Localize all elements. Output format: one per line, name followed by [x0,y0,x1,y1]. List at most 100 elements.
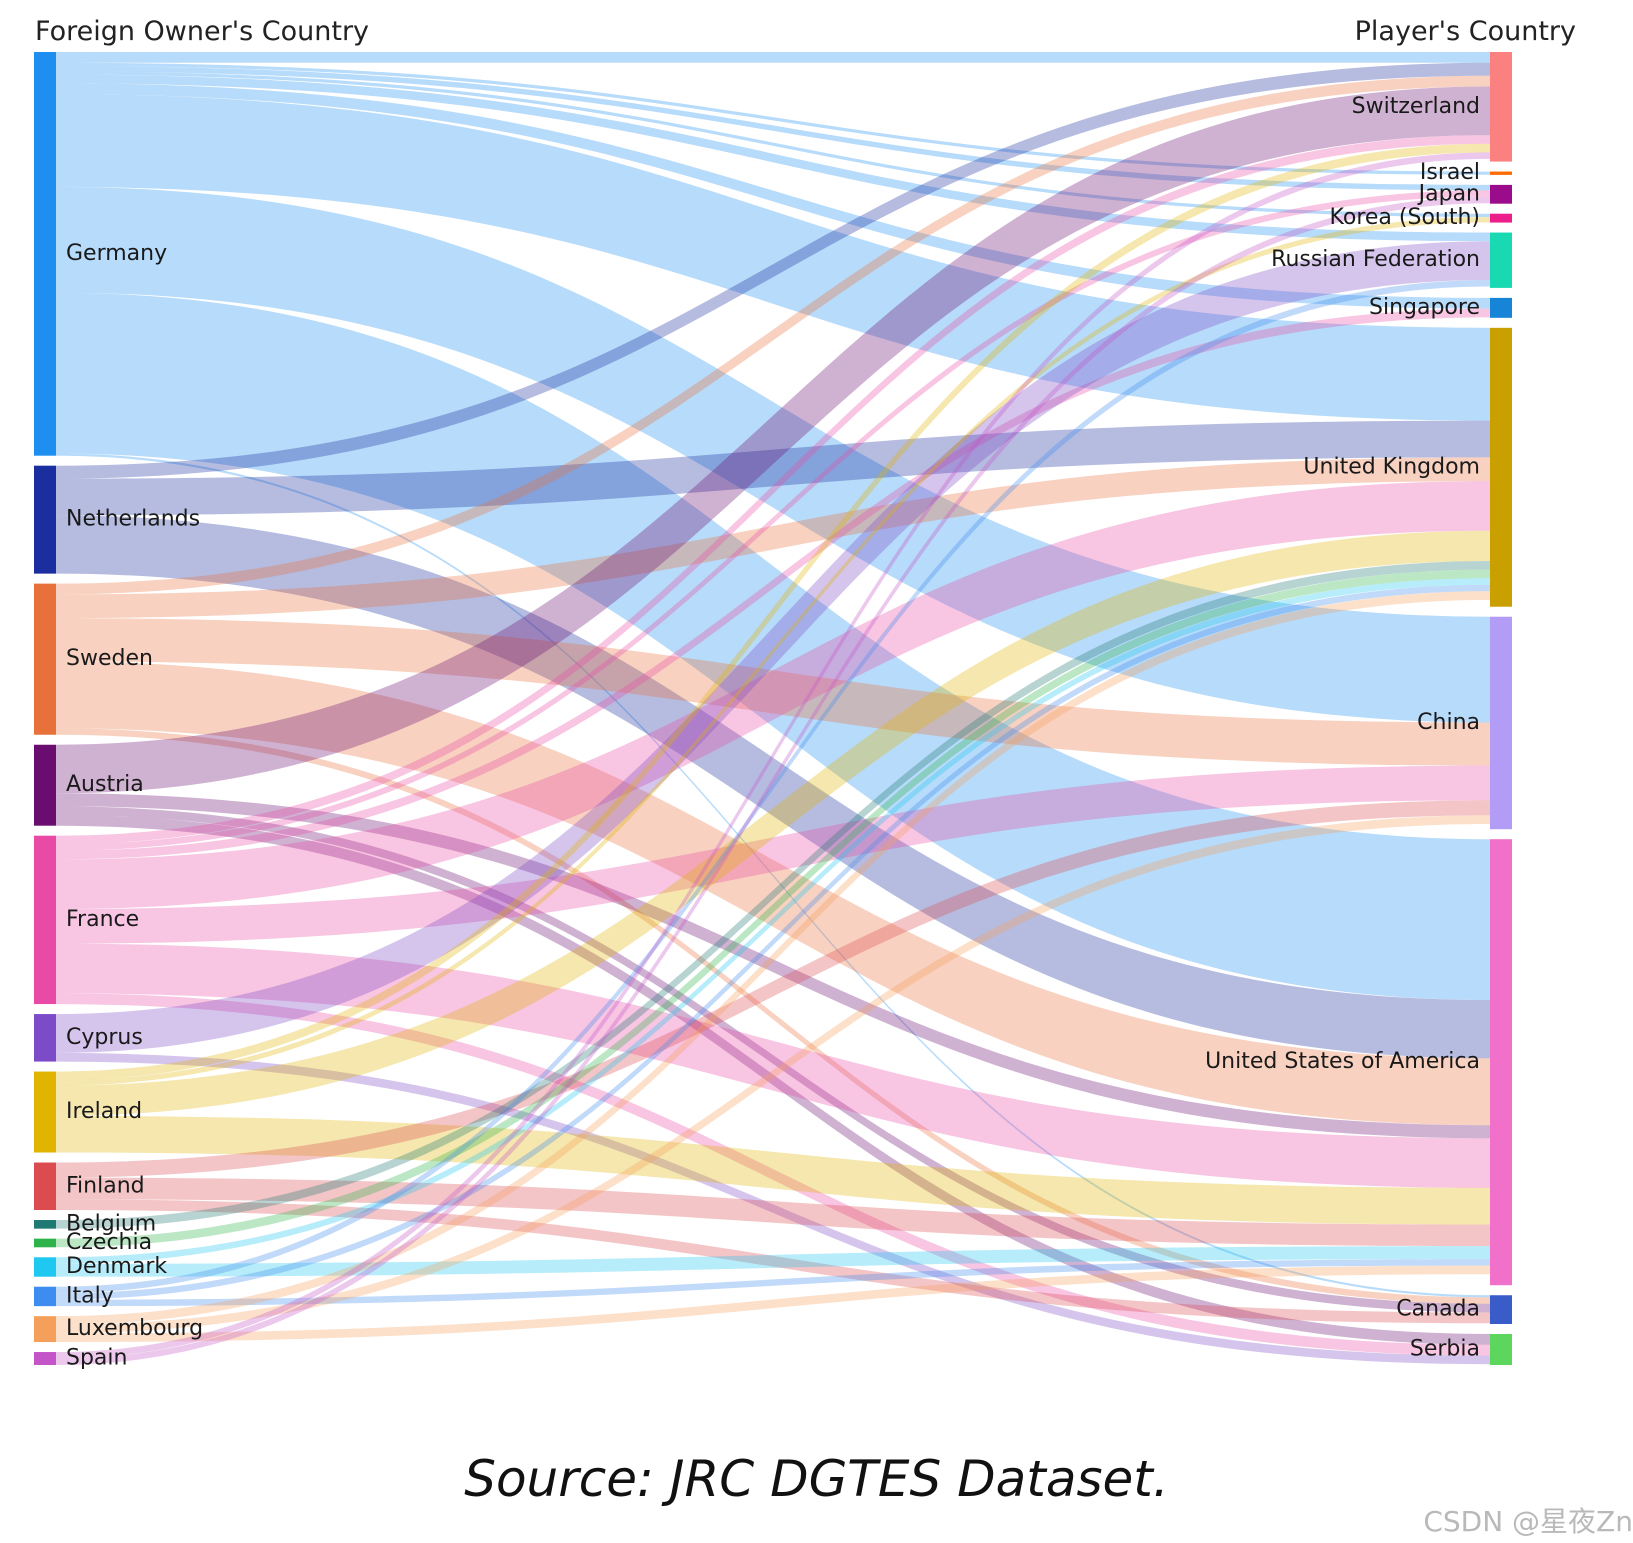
link-finland-to-united-states-of-america [56,1177,1490,1247]
link-luxembourg-to-china [56,815,1490,1334]
source-label-finland: Finland [66,1173,145,1198]
link-france-to-japan [56,190,1490,851]
source-label-austria: Austria [66,772,144,797]
link-sweden-to-united-kingdom [56,457,1490,619]
sankey-labels: Germany Netherlands Sweden Austria France Cyp… [66,94,1480,1371]
source-label-cyprus: Cyprus [66,1025,143,1050]
target-node-korea-south [1490,213,1512,223]
source-caption: Source: JRC DGTES Dataset. [464,1450,1169,1508]
link-spain-to-switzerland [56,152,1490,1359]
link-germany-to-israel [56,62,1490,175]
right-axis-header: Player's Country [1354,16,1576,47]
link-sweden-to-united-states-of-america [56,661,1490,1126]
source-node-germany [34,52,56,456]
target-node-japan [1490,184,1512,204]
link-netherlands-to-united-kingdom [56,420,1490,516]
link-finland-to-china [56,800,1490,1178]
source-label-netherlands: Netherlands [66,507,200,532]
link-france-to-serbia [56,993,1490,1356]
source-label-belgium: Belgium [66,1211,156,1236]
link-austria-to-united-states-of-america [56,793,1490,1139]
source-node-spain [34,1352,56,1365]
target-node-united-kingdom [1490,327,1512,607]
target-node-canada [1490,1295,1512,1325]
link-netherlands-to-switzerland [56,62,1490,479]
source-node-france [34,835,56,1005]
link-cyprus-to-russian-federation [56,241,1490,1053]
source-node-sweden [34,583,56,735]
source-label-luxembourg: Luxembourg [66,1316,203,1341]
source-node-czechia [34,1238,56,1248]
link-germany-to-korea-south [56,71,1490,217]
source-label-germany: Germany [66,241,167,266]
link-germany-to-singapore [56,83,1490,309]
source-label-italy: Italy [66,1283,114,1308]
source-label-denmark: Denmark [66,1254,167,1279]
link-germany-to-united-kingdom [56,94,1490,421]
link-italy-to-united-kingdom [56,584,1490,1300]
link-luxembourg-to-united-kingdom [56,591,1490,1325]
link-germany-to-canada [56,453,1490,1298]
target-label-korea-south: Korea (South) [1330,205,1480,230]
source-label-france: France [66,907,139,932]
target-node-serbia [1490,1334,1512,1365]
link-netherlands-to-united-states-of-america [56,515,1490,1059]
link-sweden-to-switzerland [56,75,1490,595]
watermark: CSDN @星夜Zn [1423,1505,1633,1538]
link-austria-to-serbia [56,814,1490,1345]
target-label-serbia: Serbia [1410,1337,1480,1362]
source-node-belgium [34,1220,56,1229]
link-sweden-to-china [56,618,1490,766]
link-denmark-to-united-states-of-america [56,1246,1490,1277]
source-label-czechia: Czechia [66,1230,152,1255]
target-label-israel: Israel [1420,160,1480,185]
link-france-to-china [56,765,1490,944]
link-belgium-to-united-kingdom [56,560,1490,1229]
target-label-china: China [1417,710,1480,735]
source-node-cyprus [34,1014,56,1062]
link-ireland-to-korea-south [56,216,1490,1086]
link-france-to-united-states-of-america [56,943,1490,1188]
sankey-nodes [34,52,1512,1365]
link-czechia-to-united-kingdom [56,569,1490,1248]
source-node-austria [34,744,56,826]
target-node-switzerland [1490,52,1512,162]
target-label-singapore: Singapore [1369,295,1480,320]
link-france-to-united-kingdom [56,481,1490,910]
link-france-to-switzerland [56,135,1490,845]
target-label-canada: Canada [1396,1297,1480,1322]
target-node-israel [1490,171,1512,175]
link-germany-to-china [56,186,1490,723]
link-ireland-to-united-kingdom [56,530,1490,1116]
source-label-spain: Spain [66,1346,127,1371]
target-label-japan: Japan [1417,181,1480,206]
target-node-united-states-of-america [1490,839,1512,1286]
link-germany-to-switzerland [56,52,1490,63]
target-node-russian-federation [1490,232,1512,288]
link-sweden-to-canada [56,728,1490,1304]
source-node-ireland [34,1071,56,1153]
link-italy-to-united-states-of-america [56,1259,1490,1307]
source-node-italy [34,1286,56,1307]
link-ireland-to-united-states-of-america [56,1115,1490,1225]
link-france-to-singapore [56,308,1490,860]
source-node-luxembourg [34,1316,56,1343]
link-cyprus-to-serbia [56,1052,1490,1365]
source-node-netherlands [34,465,56,574]
source-label-ireland: Ireland [66,1099,142,1124]
target-node-china [1490,616,1512,830]
target-label-united-states-of-america: United States of America [1205,1049,1480,1074]
target-label-russian-federation: Russian Federation [1271,247,1480,272]
link-austria-to-canada [56,806,1490,1313]
target-label-united-kingdom: United Kingdom [1303,454,1480,479]
link-italy-to-russian-federation [56,280,1490,1294]
link-germany-to-japan [56,66,1490,191]
link-germany-to-united-states-of-america [56,292,1490,1001]
source-node-finland [34,1162,56,1211]
source-label-sweden: Sweden [66,646,153,671]
link-austria-to-switzerland [56,86,1490,794]
left-axis-header: Foreign Owner's Country [35,16,370,47]
link-finland-to-canada [56,1199,1490,1324]
link-ireland-to-switzerland [56,143,1490,1081]
